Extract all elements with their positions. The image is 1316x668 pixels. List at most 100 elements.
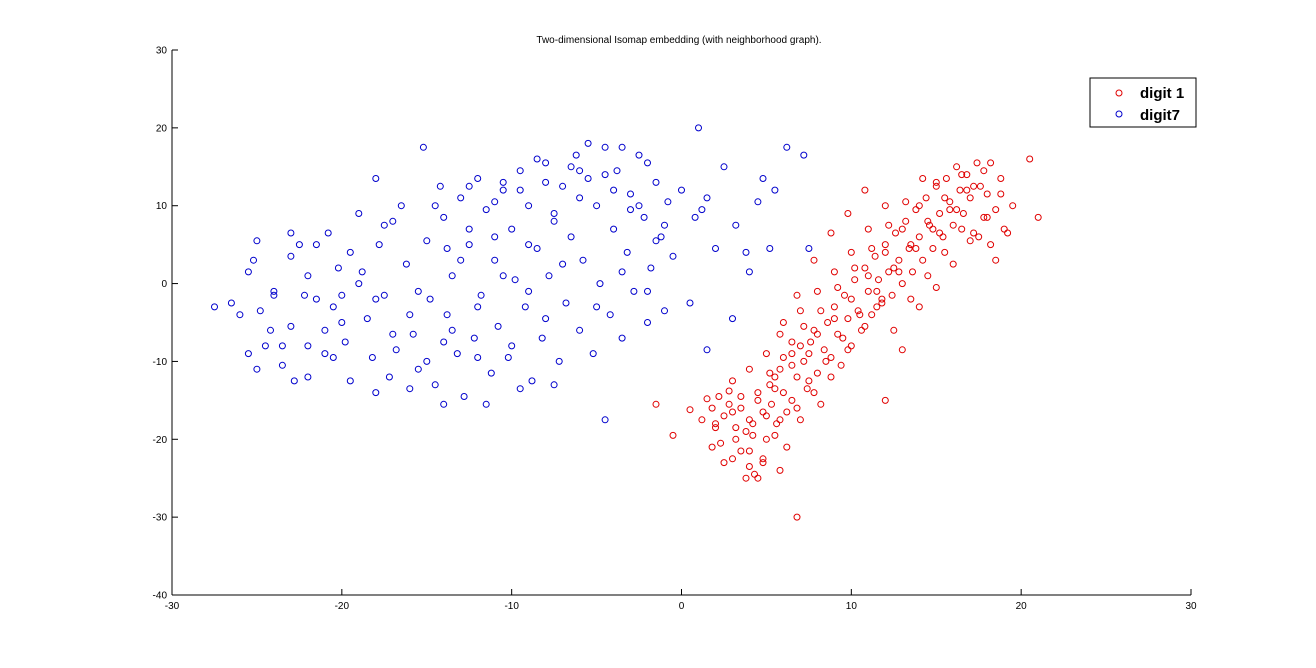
data-point-digit7 <box>630 287 638 295</box>
data-point-digit7 <box>661 307 668 315</box>
data-point-digit7 <box>338 291 346 299</box>
data-point-digit7 <box>511 276 519 284</box>
data-point-digit7 <box>572 151 580 159</box>
data-point-digit7 <box>720 163 728 171</box>
data-point-digit-1 <box>892 229 899 237</box>
data-point-digit-1 <box>783 443 791 451</box>
data-point-digit-1 <box>817 307 825 315</box>
data-point-digit7 <box>516 385 524 393</box>
data-point-digit-1 <box>708 404 716 412</box>
series-digit-1 <box>652 155 1042 521</box>
data-point-digit-1 <box>992 206 1000 214</box>
data-point-digit7 <box>698 206 706 214</box>
data-point-digit-1 <box>712 424 719 432</box>
data-point-digit7 <box>457 194 465 202</box>
x-tick-label: -20 <box>335 601 350 612</box>
data-point-digit-1 <box>922 194 930 202</box>
data-point-digit-1 <box>725 387 733 395</box>
y-tick-label: 0 <box>161 279 167 290</box>
series-digit7 <box>211 124 813 424</box>
data-point-digit7 <box>555 357 563 365</box>
data-point-digit-1 <box>788 396 796 404</box>
data-point-digit7 <box>596 280 604 288</box>
data-point-digit7 <box>244 350 252 358</box>
data-point-digit-1 <box>759 459 767 467</box>
x-tick-label: -30 <box>165 601 180 612</box>
data-point-digit-1 <box>929 245 937 252</box>
data-point-digit-1 <box>822 357 830 365</box>
data-point-digit-1 <box>919 175 927 182</box>
y-tick-label: -10 <box>153 357 168 368</box>
legend-label-digit7: digit7 <box>1140 107 1180 124</box>
data-point-digit7 <box>436 182 444 190</box>
data-point-digit-1 <box>810 256 818 264</box>
data-point-digit7 <box>613 167 621 175</box>
data-point-digit-1 <box>827 373 835 381</box>
data-point-digit-1 <box>788 350 796 358</box>
data-point-digit7 <box>635 151 643 159</box>
data-point-digit-1 <box>898 280 906 288</box>
data-point-digit-1 <box>936 229 944 237</box>
data-point-digit7 <box>516 167 524 175</box>
data-point-digit7 <box>516 186 524 194</box>
data-point-digit-1 <box>895 256 903 264</box>
data-point-digit7 <box>389 217 397 225</box>
data-point-digit7 <box>499 272 507 280</box>
data-point-digit-1 <box>762 412 770 420</box>
data-point-digit-1 <box>907 241 915 249</box>
data-point-digit7 <box>261 342 269 350</box>
data-point-digit-1 <box>830 303 838 311</box>
data-point-digit7 <box>270 287 278 295</box>
data-point-digit7 <box>579 256 587 264</box>
data-point-digit-1 <box>776 416 784 424</box>
data-point-digit-1 <box>963 186 971 194</box>
data-point-digit7 <box>448 272 456 280</box>
data-point-digit7 <box>244 268 252 276</box>
data-point-digit-1 <box>793 291 801 299</box>
data-point-digit7 <box>278 342 286 350</box>
data-point-digit7 <box>256 307 264 315</box>
data-point-digit7 <box>661 221 668 229</box>
data-point-digit-1 <box>749 431 757 439</box>
data-point-digit-1 <box>793 404 801 412</box>
data-point-digit7 <box>470 334 478 342</box>
data-point-digit-1 <box>890 326 898 334</box>
data-point-digit-1 <box>779 319 787 326</box>
data-point-digit-1 <box>776 466 784 474</box>
data-point-digit7 <box>703 346 711 354</box>
data-point-digit-1 <box>847 342 855 350</box>
data-point-digit-1 <box>847 248 855 256</box>
data-point-digit7 <box>474 175 482 182</box>
data-point-digit-1 <box>824 319 832 326</box>
data-point-digit-1 <box>919 256 927 264</box>
data-point-digit7 <box>576 194 584 202</box>
data-point-digit7 <box>491 256 499 264</box>
data-point-digit-1 <box>817 400 825 408</box>
data-point-digit7 <box>623 248 631 256</box>
data-point-digit7 <box>487 369 495 377</box>
data-point-digit-1 <box>788 338 796 346</box>
data-point-digit-1 <box>762 435 770 443</box>
data-point-digit-1 <box>966 237 974 245</box>
data-point-digit-1 <box>854 307 862 315</box>
data-point-digit7 <box>640 213 648 221</box>
data-point-digit-1 <box>810 389 818 397</box>
data-point-digit-1 <box>745 447 753 455</box>
data-point-digit-1 <box>834 284 842 291</box>
data-point-digit7 <box>759 175 767 182</box>
data-point-digit-1 <box>997 175 1005 182</box>
data-point-digit7 <box>448 326 456 334</box>
data-point-digit7 <box>338 319 346 326</box>
data-point-digit-1 <box>796 307 804 315</box>
data-point-digit-1 <box>754 396 762 404</box>
data-point-digit-1 <box>924 217 932 225</box>
data-point-digit-1 <box>652 400 660 408</box>
data-point-digit-1 <box>703 395 711 403</box>
data-point-digit-1 <box>841 291 848 299</box>
data-point-digit-1 <box>810 326 818 334</box>
data-point-digit7 <box>528 377 536 385</box>
data-point-digit-1 <box>973 159 981 167</box>
data-point-digit-1 <box>868 311 876 319</box>
data-point-digit-1 <box>932 178 940 186</box>
data-point-digit-1 <box>992 256 1000 264</box>
